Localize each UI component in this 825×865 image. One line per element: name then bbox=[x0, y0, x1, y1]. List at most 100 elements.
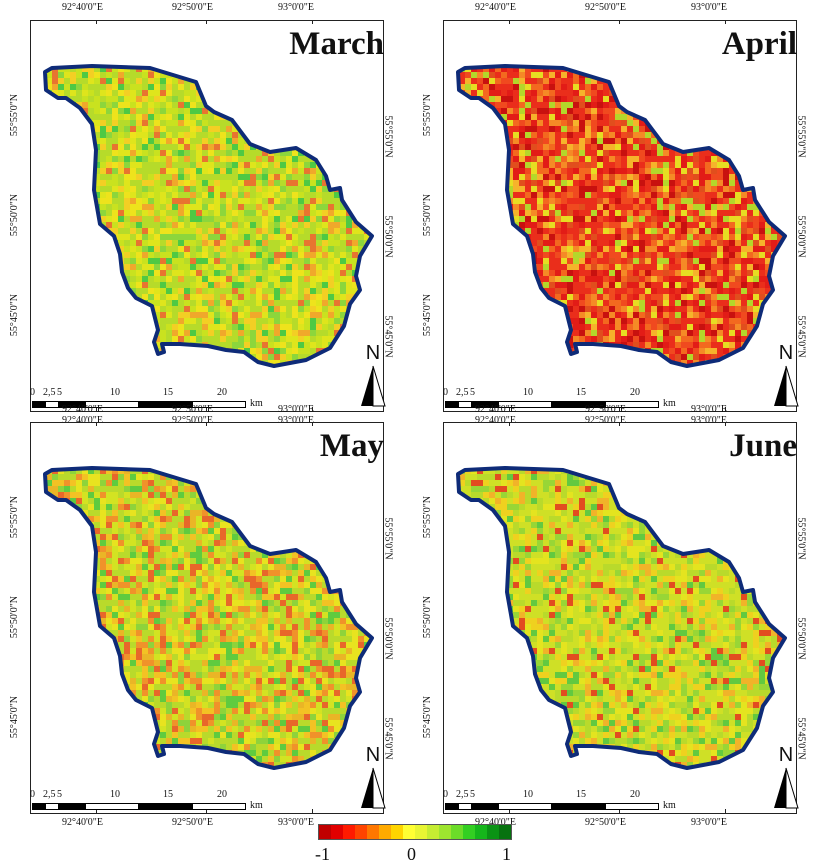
scale-bar-segment bbox=[45, 803, 59, 810]
lon-tick-label: 92°50'0"E bbox=[172, 2, 213, 13]
lon-tick-mark bbox=[725, 422, 726, 426]
legend-swatch bbox=[439, 825, 451, 839]
lon-tick-mark bbox=[619, 20, 620, 24]
scale-bar-label: 15 bbox=[576, 387, 586, 398]
lat-tick-label: 55°45'0"N bbox=[9, 696, 20, 738]
month-title: March bbox=[289, 26, 384, 63]
legend-swatch bbox=[319, 825, 331, 839]
lon-tick-mark bbox=[206, 422, 207, 426]
lat-tick-label: 55°55'0"N bbox=[9, 94, 20, 136]
lat-tick-label-right: 55°50'0"N bbox=[796, 618, 807, 660]
scale-bar-label: 10 bbox=[523, 789, 533, 800]
north-arrow-shape bbox=[358, 342, 388, 406]
legend-mid-label: 0 bbox=[407, 844, 416, 865]
scale-bar-segment bbox=[59, 803, 85, 810]
legend-swatch bbox=[487, 825, 499, 839]
region-map bbox=[0, 402, 412, 832]
scale-bar-label: 2,5 bbox=[456, 387, 469, 398]
lon-tick-mark bbox=[619, 422, 620, 426]
scale-bar-label: 5 bbox=[470, 387, 475, 398]
scale-bar-label: 15 bbox=[576, 789, 586, 800]
lat-tick-label: 55°45'0"N bbox=[422, 696, 433, 738]
legend-swatch bbox=[415, 825, 427, 839]
lon-tick-label: 93°0'0"E bbox=[278, 404, 314, 415]
legend-swatch bbox=[463, 825, 475, 839]
lon-tick-label: 92°40'0"E bbox=[62, 817, 103, 828]
lat-tick-label: 55°55'0"N bbox=[422, 94, 433, 136]
scale-bar-label: 10 bbox=[110, 789, 120, 800]
index-raster bbox=[40, 462, 382, 774]
north-arrow-icon: N bbox=[771, 744, 801, 808]
scale-bar-segment bbox=[552, 803, 605, 810]
lat-tick-label-right: 55°50'0"N bbox=[383, 618, 394, 660]
lon-tick-mark bbox=[206, 20, 207, 24]
lon-tick-mark bbox=[509, 422, 510, 426]
scale-bar-label: 20 bbox=[630, 789, 640, 800]
lat-tick-label-right: 55°55'0"N bbox=[796, 116, 807, 158]
north-arrow-icon: N bbox=[358, 744, 388, 808]
lat-tick-label-right: 55°50'0"N bbox=[383, 216, 394, 258]
lon-tick-mark bbox=[725, 20, 726, 24]
north-arrow-shape bbox=[771, 342, 801, 406]
lon-tick-mark bbox=[509, 20, 510, 24]
month-title: June bbox=[729, 428, 797, 465]
lon-tick-mark bbox=[312, 422, 313, 426]
scale-bar-label: 5 bbox=[470, 789, 475, 800]
scale-bar-segment bbox=[139, 803, 192, 810]
color-legend: -1 0 1 bbox=[318, 824, 512, 840]
lon-tick-mark bbox=[725, 809, 726, 813]
legend-colorbar bbox=[318, 824, 512, 840]
scale-bar-unit: km bbox=[663, 800, 676, 811]
lon-tick-mark bbox=[96, 20, 97, 24]
legend-swatch bbox=[331, 825, 343, 839]
index-raster bbox=[40, 60, 382, 372]
index-raster bbox=[453, 60, 795, 372]
legend-min-label: -1 bbox=[315, 844, 330, 865]
legend-swatch bbox=[367, 825, 379, 839]
lon-tick-label: 92°40'0"E bbox=[62, 404, 103, 415]
lon-tick-label: 92°50'0"E bbox=[585, 817, 626, 828]
region-map bbox=[413, 402, 825, 832]
scale-bar-label: 20 bbox=[630, 387, 640, 398]
scale-bar-label: 0 bbox=[30, 387, 35, 398]
scale-bar-label: 15 bbox=[163, 789, 173, 800]
region-map bbox=[413, 0, 825, 430]
lon-tick-label: 92°40'0"E bbox=[62, 2, 103, 13]
scale-bar-segment bbox=[85, 803, 139, 810]
lat-tick-label-right: 55°50'0"N bbox=[796, 216, 807, 258]
index-raster bbox=[453, 462, 795, 774]
lat-tick-label: 55°45'0"N bbox=[422, 294, 433, 336]
lat-tick-label: 55°45'0"N bbox=[9, 294, 20, 336]
lon-tick-label: 93°0'0"E bbox=[278, 2, 314, 13]
legend-swatch bbox=[475, 825, 487, 839]
lon-tick-label: 92°40'0"E bbox=[475, 404, 516, 415]
legend-swatch bbox=[403, 825, 415, 839]
month-title: April bbox=[722, 26, 797, 63]
lon-tick-mark bbox=[312, 20, 313, 24]
scale-bar-label: 10 bbox=[523, 387, 533, 398]
lat-tick-label: 55°55'0"N bbox=[9, 496, 20, 538]
legend-swatch bbox=[391, 825, 403, 839]
lon-tick-label: 92°50'0"E bbox=[172, 817, 213, 828]
legend-max-label: 1 bbox=[502, 844, 511, 865]
lon-tick-mark bbox=[96, 422, 97, 426]
lat-tick-label-right: 55°55'0"N bbox=[383, 116, 394, 158]
scale-bar-label: 0 bbox=[443, 387, 448, 398]
scale-bar-label: 2,5 bbox=[43, 387, 56, 398]
scale-bar-label: 5 bbox=[57, 789, 62, 800]
north-arrow-icon: N bbox=[358, 342, 388, 406]
legend-swatch bbox=[355, 825, 367, 839]
scale-bar-segment bbox=[472, 803, 498, 810]
scale-bar-label: 15 bbox=[163, 387, 173, 398]
lat-tick-label: 55°50'0"N bbox=[9, 194, 20, 236]
scale-bar-segment bbox=[458, 803, 472, 810]
lon-tick-mark bbox=[312, 809, 313, 813]
lon-tick-label: 93°0'0"E bbox=[691, 817, 727, 828]
scale-bar-label: 2,5 bbox=[43, 789, 56, 800]
north-arrow-icon: N bbox=[771, 342, 801, 406]
lon-tick-label: 93°0'0"E bbox=[691, 2, 727, 13]
